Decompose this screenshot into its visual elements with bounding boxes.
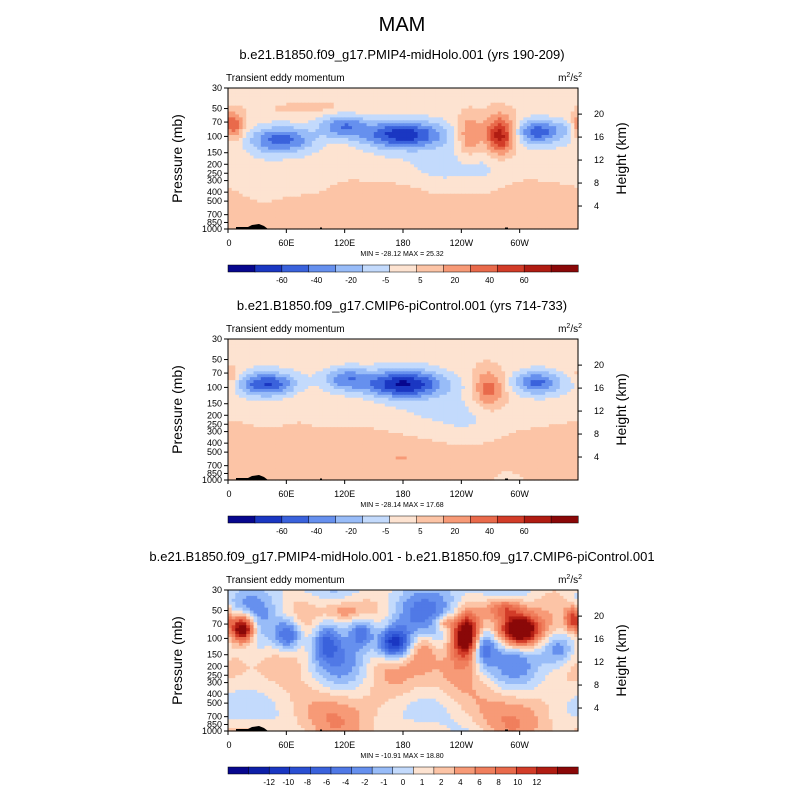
pressure-tick-label: 100 bbox=[207, 131, 222, 141]
panel-picontrol: b.e21.B1850.f09_g17.CMIP6-piControl.001 … bbox=[169, 298, 629, 536]
height-tick-label: 4 bbox=[594, 201, 599, 211]
x-tick-label: 0 bbox=[226, 238, 231, 248]
height-tick-label: 20 bbox=[594, 109, 604, 119]
pressure-tick-label: 300 bbox=[207, 176, 222, 186]
colorbar-swatch bbox=[363, 265, 390, 272]
colorbar-swatch bbox=[282, 265, 309, 272]
figure-title: MAM bbox=[379, 14, 426, 36]
colorbar-label: 5 bbox=[418, 276, 423, 285]
colorbar-label: 60 bbox=[520, 276, 529, 285]
colorbar-swatch bbox=[443, 265, 470, 272]
pressure-tick-label: 30 bbox=[212, 83, 222, 93]
colorbar-label: -40 bbox=[311, 276, 323, 285]
colorbar-swatch bbox=[470, 265, 497, 272]
colorbar-swatch bbox=[497, 265, 524, 272]
height-tick-label: 16 bbox=[594, 132, 604, 142]
colorbar-swatch bbox=[228, 265, 255, 272]
colorbar-swatch bbox=[390, 265, 417, 272]
colorbar-label: -60 bbox=[276, 276, 288, 285]
x-tick-label: 120E bbox=[334, 238, 355, 248]
contour-field bbox=[228, 339, 579, 481]
y-axis-right-label: Height (km) bbox=[613, 122, 629, 194]
height-tick-label: 8 bbox=[594, 178, 599, 188]
x-tick-label: 180 bbox=[395, 238, 410, 248]
colorbar-label: -20 bbox=[345, 276, 357, 285]
units-label: m2/s2 bbox=[558, 72, 582, 84]
colorbar-label: -5 bbox=[382, 276, 390, 285]
colorbar-swatch bbox=[255, 265, 282, 272]
panel-title: b.e21.B1850.f09_g17.CMIP6-piControl.001 … bbox=[237, 298, 567, 313]
contour-field bbox=[228, 88, 579, 230]
field-name: Transient eddy momentum bbox=[226, 73, 345, 84]
units-label: m2/s2 bbox=[558, 323, 582, 335]
x-tick-label: 120W bbox=[450, 238, 474, 248]
pressure-tick-label: 70 bbox=[212, 117, 222, 127]
pressure-tick-label: 150 bbox=[207, 148, 222, 158]
colorbar-swatch bbox=[551, 265, 578, 272]
pressure-tick-label: 50 bbox=[212, 104, 222, 114]
panel-title: b.e21.B1850.f09_g17.PMIP4-midHolo.001 (y… bbox=[239, 47, 564, 62]
colorbar-swatch bbox=[309, 265, 336, 272]
panel-midholo: b.e21.B1850.f09_g17.PMIP4-midHolo.001 (y… bbox=[169, 47, 629, 285]
colorbar-label: 20 bbox=[450, 276, 459, 285]
pressure-tick-label: 500 bbox=[207, 196, 222, 206]
height-tick-label: 12 bbox=[594, 155, 604, 165]
colorbar-label: 40 bbox=[485, 276, 494, 285]
field-name: Transient eddy momentum bbox=[226, 324, 345, 335]
y-axis-label: Pressure (mb) bbox=[169, 114, 185, 203]
colorbar-swatch bbox=[336, 265, 363, 272]
x-tick-label: 60E bbox=[278, 238, 294, 248]
pressure-tick-label: 1000 bbox=[202, 224, 222, 234]
colorbar-swatch bbox=[524, 265, 551, 272]
colorbar-swatch bbox=[416, 265, 443, 272]
x-tick-label: 60W bbox=[510, 238, 529, 248]
min-max-stats: MIN = -28.12 MAX = 25.32 bbox=[360, 251, 443, 258]
